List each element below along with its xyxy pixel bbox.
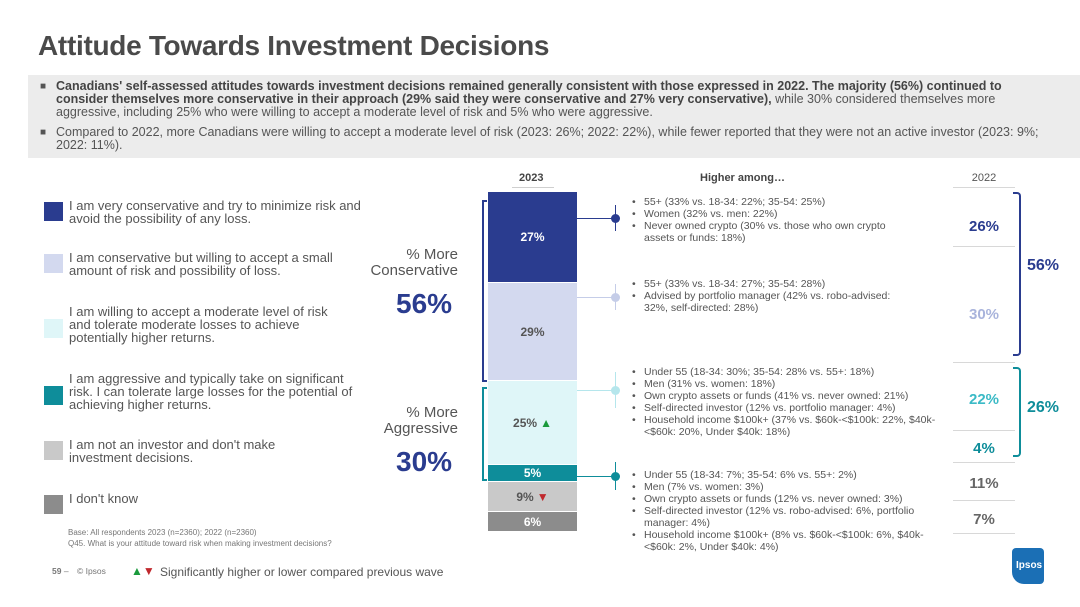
summary-bullet-2: ■ Compared to 2022, more Canadians were … bbox=[40, 125, 1039, 152]
connector-tick bbox=[615, 462, 616, 490]
down-triangle-icon: ▼ bbox=[142, 564, 155, 578]
note-item: Men (7% vs. women: 3%) bbox=[632, 481, 932, 493]
bar-segment-conservative: 29% bbox=[488, 283, 577, 380]
bullet-icon: ■ bbox=[40, 81, 47, 92]
bar-value-label: 6% bbox=[523, 514, 542, 529]
bar-value-label: 29% bbox=[520, 324, 545, 339]
value-2022-dont-know: 7% bbox=[973, 511, 995, 528]
base-note: Base: All respondents 2023 (n=2360); 202… bbox=[68, 528, 257, 537]
summary-box: ■ Canadians' self-assessed attitudes tow… bbox=[28, 75, 1080, 158]
aggressive-group-pct: 30% bbox=[396, 446, 453, 477]
legend-swatch bbox=[44, 319, 63, 338]
divider-line bbox=[953, 187, 1015, 188]
value-2022-moderate: 22% bbox=[968, 391, 1000, 408]
value-2022-aggressive: 4% bbox=[973, 440, 995, 457]
value-2022-conservative: 30% bbox=[968, 306, 1000, 323]
ipsos-logo-icon: Ipsos bbox=[1012, 548, 1044, 584]
conservative-bracket bbox=[482, 200, 487, 382]
divider-line bbox=[953, 500, 1015, 501]
legend-swatch bbox=[44, 386, 63, 405]
aggressive-bracket bbox=[482, 387, 487, 481]
bar-segment-not-investor: 9% ▼ bbox=[488, 482, 577, 511]
header-2022: 2022 bbox=[971, 172, 997, 184]
footer-page-info: 59 – © Ipsos bbox=[52, 566, 106, 576]
note-item: Never owned crypto (30% vs. those who ow… bbox=[632, 220, 912, 244]
bar-value-label: 25% bbox=[513, 415, 538, 430]
divider-line bbox=[953, 430, 1015, 431]
up-triangle-icon: ▲ bbox=[131, 564, 143, 578]
bullet-icon: ■ bbox=[40, 127, 47, 138]
divider-line bbox=[953, 246, 1015, 247]
connector-tick bbox=[615, 284, 616, 310]
page-number: 59 bbox=[52, 566, 62, 576]
note-item: Men (31% vs. women: 18%) bbox=[632, 378, 947, 390]
bar-value-label: 27% bbox=[520, 230, 545, 244]
legend-swatch bbox=[44, 254, 63, 273]
total-2022-conservative: 56% bbox=[1027, 257, 1060, 274]
divider-line bbox=[953, 462, 1015, 463]
bar-value-label: 5% bbox=[523, 466, 542, 480]
note-item: Household income $100k+ (8% vs. $60k-<$1… bbox=[632, 529, 932, 553]
note-item: Household income $100k+ (37% vs. $60k-<$… bbox=[632, 414, 947, 438]
header-2023: 2023 bbox=[519, 172, 544, 184]
note-item: Under 55 (18-34: 7%; 35-54: 6% vs. 55+: … bbox=[632, 469, 932, 481]
bar-segment-moderate: 25% ▲ bbox=[488, 381, 577, 464]
page-title: Attitude Towards Investment Decisions bbox=[38, 30, 550, 61]
question-note: Q45. What is your attitude toward risk w… bbox=[68, 539, 332, 548]
header-higher-among: Higher among… bbox=[700, 172, 785, 184]
divider-line bbox=[953, 533, 1015, 534]
connector-line bbox=[577, 297, 615, 298]
footer-dash: – bbox=[63, 566, 69, 576]
note-item: 55+ (33% vs. 18-34: 27%; 35-54: 28%) bbox=[632, 278, 902, 290]
up-triangle-icon: ▲ bbox=[540, 415, 552, 430]
note-item: Self-directed investor (12% vs. robo-adv… bbox=[632, 505, 932, 529]
value-2022-very-conservative: 26% bbox=[968, 218, 1000, 235]
note-item: 55+ (33% vs. 18-34: 22%; 35-54: 25%) bbox=[632, 196, 952, 208]
note-very-conservative: 55+ (33% vs. 18-34: 22%; 35-54: 25%) Wom… bbox=[632, 196, 952, 244]
connector-tick bbox=[615, 372, 616, 408]
connector-line bbox=[577, 390, 615, 391]
connector-tick bbox=[615, 205, 616, 231]
legend-swatch bbox=[44, 495, 63, 514]
header-divider bbox=[512, 187, 554, 188]
sig-icons: ▲▼ bbox=[131, 564, 155, 578]
conservative-group-pct: 56% bbox=[396, 288, 453, 319]
note-item: Own crypto assets or funds (41% vs. neve… bbox=[632, 390, 947, 402]
note-moderate: Under 55 (18-34: 30%; 35-54: 28% vs. 55+… bbox=[632, 366, 947, 438]
down-triangle-icon: ▼ bbox=[536, 489, 549, 504]
note-item: Own crypto assets or funds (12% vs. neve… bbox=[632, 493, 932, 505]
bar-segment-aggressive: 5% bbox=[488, 465, 577, 481]
legend-swatch bbox=[44, 441, 63, 460]
ipsos-logo-text: Ipsos bbox=[1016, 560, 1043, 571]
aggressive-group-label: % More Aggressive bbox=[383, 404, 458, 437]
bar-value-label: 9% bbox=[516, 489, 534, 504]
value-2022-not-investor: 11% bbox=[969, 475, 999, 492]
total-2022-aggressive: 26% bbox=[1027, 399, 1060, 416]
legend-swatch bbox=[44, 202, 63, 221]
connector-line bbox=[577, 218, 615, 219]
divider-line bbox=[953, 362, 1015, 363]
note-aggressive: Under 55 (18-34: 7%; 35-54: 6% vs. 55+: … bbox=[632, 469, 932, 553]
total-2022-aggressive-bracket bbox=[1013, 367, 1021, 457]
total-2022-conservative-bracket bbox=[1013, 192, 1021, 356]
bar-segment-very-conservative: 27% bbox=[488, 192, 577, 282]
sig-legend-label: Significantly higher or lower compared p… bbox=[160, 565, 444, 579]
copyright: © Ipsos bbox=[76, 566, 106, 576]
summary-bullet-1: ■ Canadians' self-assessed attitudes tow… bbox=[40, 79, 1002, 119]
note-item: Self-directed investor (12% vs. portfoli… bbox=[632, 402, 947, 414]
note-item: Under 55 (18-34: 30%; 35-54: 28% vs. 55+… bbox=[632, 366, 947, 378]
connector-line bbox=[577, 476, 615, 477]
conservative-group-label: % More Conservative bbox=[370, 246, 458, 279]
note-conservative: 55+ (33% vs. 18-34: 27%; 35-54: 28%) Adv… bbox=[632, 278, 902, 314]
note-item: Women (32% vs. men: 22%) bbox=[632, 208, 952, 220]
note-item: Advised by portfolio manager (42% vs. ro… bbox=[632, 290, 902, 314]
bar-segment-dont-know: 6% bbox=[488, 512, 577, 531]
